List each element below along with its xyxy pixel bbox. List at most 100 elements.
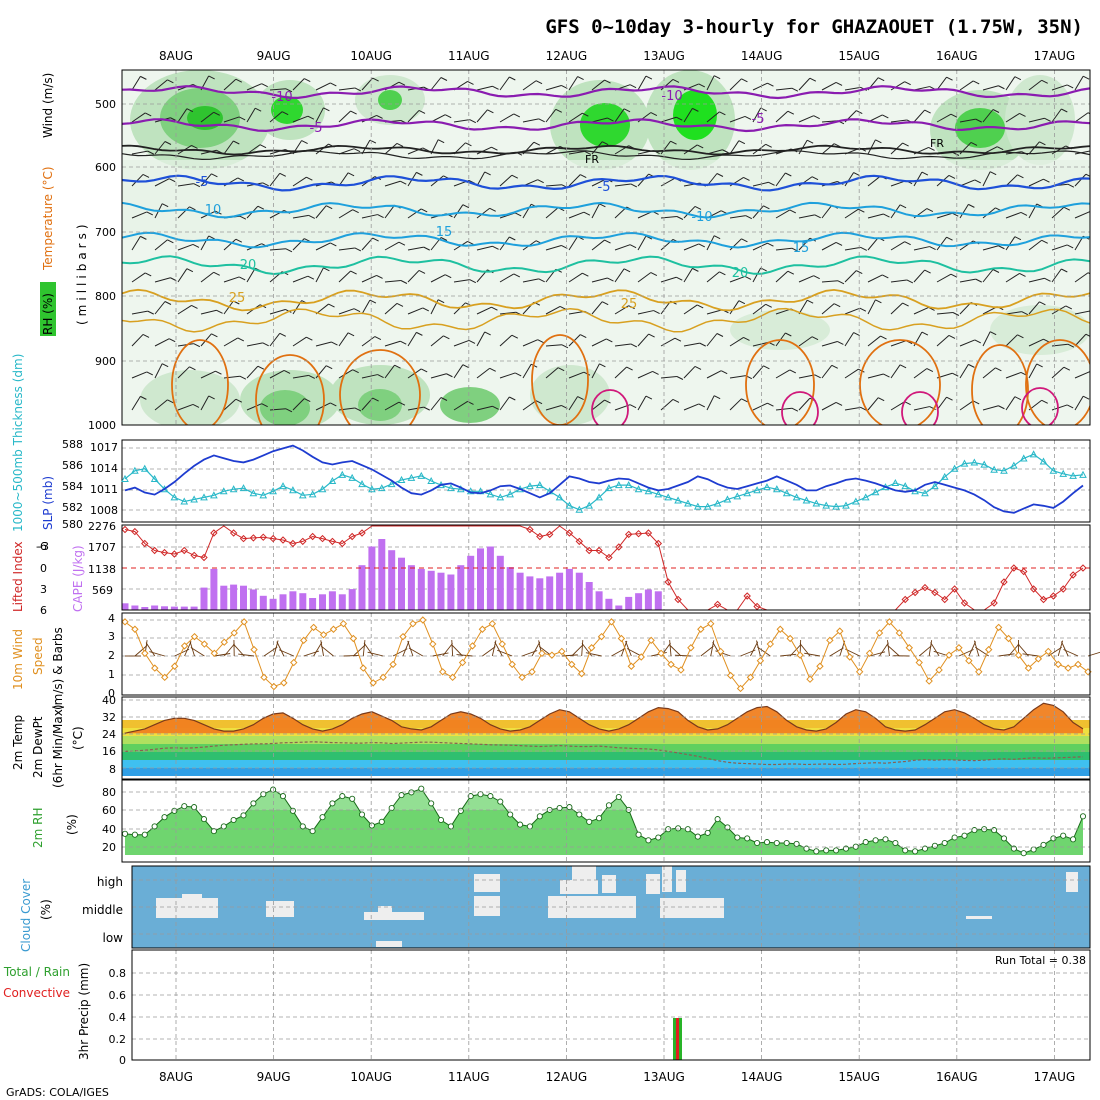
wind-barb xyxy=(216,309,223,314)
wind-barb xyxy=(936,312,953,315)
li-point xyxy=(190,551,198,560)
wind-barb xyxy=(1085,333,1090,337)
wind-point xyxy=(349,634,358,643)
thickness-point xyxy=(526,482,534,490)
wind-barb xyxy=(476,306,492,315)
wind-barb xyxy=(948,174,956,179)
rh-point xyxy=(1000,835,1008,842)
wind-barb xyxy=(131,310,148,315)
wind-barb xyxy=(369,299,377,304)
date-label: 11AUG xyxy=(448,1070,490,1084)
wind-barb xyxy=(660,376,677,379)
wind-barb xyxy=(814,214,821,219)
li-point xyxy=(328,537,337,546)
wind-barb xyxy=(1051,145,1067,155)
wind-barb xyxy=(729,300,740,315)
wind-barb xyxy=(1021,311,1029,316)
wind-barb xyxy=(537,179,544,184)
wind-barb xyxy=(246,107,256,123)
contour-line xyxy=(122,118,1090,133)
thickness-point xyxy=(812,499,821,507)
thickness-point xyxy=(733,492,742,500)
wind-point xyxy=(627,662,636,670)
wind-barb xyxy=(545,305,561,315)
wind-barb xyxy=(469,119,477,124)
wind-barb xyxy=(706,333,718,347)
ytick: 32 xyxy=(102,711,116,724)
ylabel-precip-total: Total / Rain xyxy=(3,965,70,979)
thickness-point xyxy=(308,490,317,498)
wind-barb xyxy=(200,149,217,155)
wind-barb xyxy=(591,338,607,347)
wind-barb xyxy=(338,332,349,347)
wind-barb xyxy=(974,179,982,184)
precip-grid xyxy=(132,950,1090,1060)
wind-barb xyxy=(279,172,286,177)
ytick: 16 xyxy=(102,745,116,758)
ytick: 0 xyxy=(40,562,47,575)
wind-point xyxy=(667,660,675,669)
wind-barb xyxy=(1005,311,1022,315)
wind-barb xyxy=(982,331,991,347)
wind-barb xyxy=(669,644,682,657)
li-point xyxy=(1000,578,1008,586)
wind-barb xyxy=(720,370,728,375)
wind-barb xyxy=(989,331,997,336)
wind-point xyxy=(379,673,387,682)
cape-bar xyxy=(388,550,396,610)
wind-barb xyxy=(1087,272,1090,275)
li-point xyxy=(743,592,751,600)
wind-barb xyxy=(752,242,768,251)
wind-barb xyxy=(629,404,637,409)
rh-point xyxy=(605,802,612,809)
wind-barb xyxy=(522,118,539,123)
cape-bar xyxy=(259,595,267,610)
li-point xyxy=(269,534,277,543)
wind-barb xyxy=(798,397,811,411)
cape-bar xyxy=(615,605,623,610)
wind-barb xyxy=(859,307,867,312)
wind-barb xyxy=(489,367,496,372)
wind-barb xyxy=(1066,84,1074,89)
wind-barb xyxy=(208,235,215,240)
wind-barb xyxy=(606,338,613,343)
wind-barb xyxy=(676,116,683,121)
wind-barb xyxy=(402,640,410,657)
thickness-point xyxy=(980,460,989,468)
wind-point xyxy=(250,645,258,654)
wind-barb xyxy=(1061,108,1068,113)
wind-barb xyxy=(577,396,584,400)
wind-barb xyxy=(499,334,513,347)
ytick: 40 xyxy=(102,823,116,836)
wind-barb xyxy=(499,372,516,379)
ytick: 0.4 xyxy=(109,1011,127,1024)
wind-barb xyxy=(140,235,147,240)
wind-barb xyxy=(1028,117,1045,123)
ytick: 1017 xyxy=(90,441,118,454)
rh-point xyxy=(1020,850,1027,857)
wind-barb xyxy=(491,306,498,311)
cape-bar xyxy=(565,568,573,610)
wind-barb xyxy=(1061,268,1068,273)
li-point xyxy=(1039,595,1048,604)
wind-barb xyxy=(775,87,792,91)
wind-barb xyxy=(167,79,174,84)
wind-barb xyxy=(787,270,795,275)
wind-barb xyxy=(384,204,395,219)
wind-point xyxy=(587,644,596,652)
rh-point xyxy=(289,807,296,814)
wind-barb xyxy=(285,248,293,253)
wind-point xyxy=(925,677,933,685)
wind-barb xyxy=(591,117,608,123)
wind-barb xyxy=(330,242,337,247)
rh-point xyxy=(1030,846,1037,853)
wind-barb xyxy=(913,171,923,187)
wind-point xyxy=(985,645,993,654)
wind-barb xyxy=(1028,363,1038,379)
wind-barb xyxy=(568,76,579,91)
wind-barb xyxy=(1017,334,1024,339)
wind-barb xyxy=(186,268,194,273)
wind-barb xyxy=(752,143,767,155)
wind-barb xyxy=(821,401,837,411)
rh-point xyxy=(526,823,533,830)
